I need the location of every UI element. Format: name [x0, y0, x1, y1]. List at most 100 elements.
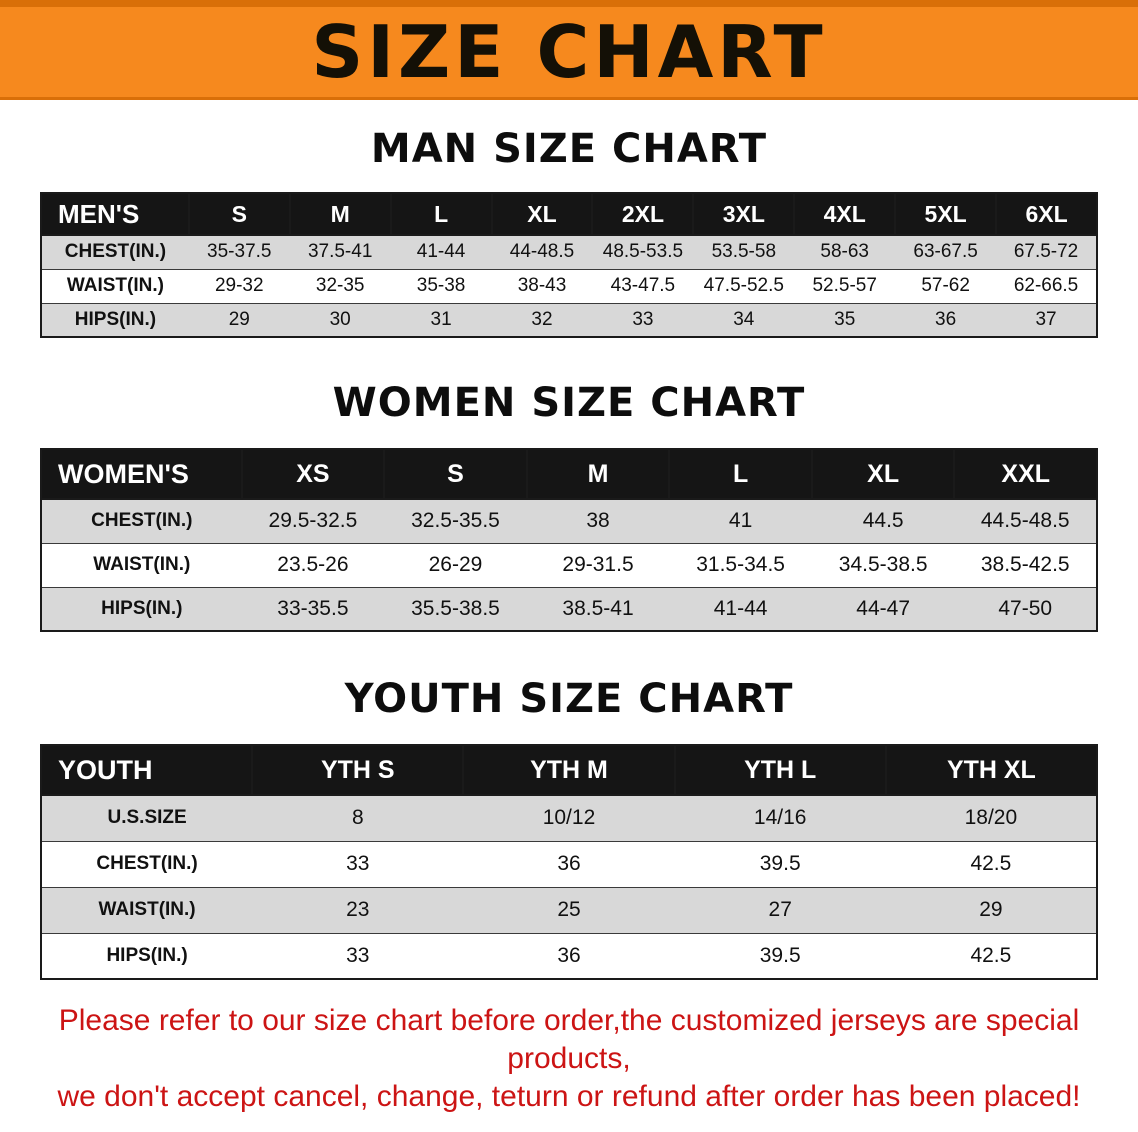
youth-size-chart-section: YOUTH SIZE CHART YOUTH YTH S YTH M YTH L YTH… [0, 632, 1138, 980]
value-cell: 35-38 [390, 268, 492, 304]
value-cell: 14/16 [674, 794, 886, 842]
row-label-cell: U.S.SIZE [41, 794, 253, 842]
table-header-row: YOUTH YTH S YTH M YTH L YTH XL [39, 744, 1099, 796]
value-cell: 58-63 [794, 234, 896, 270]
row-label-cell: WAIST(IN.) [41, 268, 189, 304]
disclaimer-text: Please refer to our size chart before or… [0, 1002, 1138, 1116]
value-cell: 41-44 [669, 586, 812, 632]
value-cell: 33-35.5 [241, 586, 385, 632]
value-cell: 67.5-72 [996, 234, 1097, 270]
size-header-cell: XXL [953, 448, 1098, 500]
table-row: HIPS(IN.) 29 30 31 32 33 34 35 36 37 [41, 302, 1097, 338]
value-cell: 39.5 [674, 932, 886, 980]
table-title-cell: MEN'S [40, 192, 190, 236]
value-cell: 38-43 [491, 268, 593, 304]
table-row: WAIST(IN.) 23 25 27 29 [41, 886, 1097, 934]
table-head: WOMEN'S XS S M L XL XXL [40, 448, 1098, 500]
table-row: WAIST(IN.) 23.5-26 26-29 29-31.5 31.5-34.5 34… [41, 542, 1097, 588]
table-row: CHEST(IN.) 29.5-32.5 32.5-35.5 38 41 44.5 44.5… [41, 498, 1097, 544]
value-cell: 36 [463, 840, 675, 888]
value-cell: 29 [885, 886, 1097, 934]
size-header-cell: 6XL [995, 192, 1098, 236]
size-header-cell: YTH XL [884, 744, 1099, 796]
value-cell: 42.5 [885, 840, 1097, 888]
table-head: MEN'S S M L XL 2XL 3XL 4XL 5XL 6XL [40, 192, 1098, 236]
value-cell: 34.5-38.5 [811, 542, 955, 588]
value-cell: 37.5-41 [289, 234, 391, 270]
size-chart-banner: SIZE CHART [0, 0, 1138, 100]
value-cell: 44-48.5 [491, 234, 593, 270]
value-cell: 63-67.5 [895, 234, 997, 270]
women-size-chart-section: WOMEN SIZE CHART WOMEN'S XS S M L XL XXL CHEST(… [0, 338, 1138, 632]
row-label-cell: HIPS(IN.) [41, 932, 253, 980]
size-header-cell: XS [240, 448, 386, 500]
value-cell: 38.5-41 [526, 586, 670, 632]
size-header-cell: 2XL [591, 192, 695, 236]
table-row: HIPS(IN.) 33-35.5 35.5-38.5 38.5-41 41-44 44-… [41, 586, 1097, 632]
value-cell: 34 [693, 302, 795, 338]
row-label-cell: CHEST(IN.) [41, 498, 242, 544]
value-cell: 10/12 [463, 794, 675, 842]
value-cell: 33 [592, 302, 694, 338]
size-header-cell: 5XL [894, 192, 998, 236]
value-cell: 27 [674, 886, 886, 934]
row-label-cell: CHEST(IN.) [41, 234, 189, 270]
value-cell: 33 [252, 840, 464, 888]
table-title-cell: WOMEN'S [40, 448, 243, 500]
size-header-cell: 4XL [793, 192, 897, 236]
women-size-table: WOMEN'S XS S M L XL XXL CHEST(IN.) 29.5-32.5 32.5… [40, 448, 1098, 632]
value-cell: 41-44 [390, 234, 492, 270]
banner-title: SIZE CHART [311, 10, 827, 94]
value-cell: 38.5-42.5 [954, 542, 1097, 588]
value-cell: 32.5-35.5 [384, 498, 527, 544]
size-header-cell: L [668, 448, 813, 500]
value-cell: 23 [252, 886, 464, 934]
value-cell: 38 [526, 498, 670, 544]
value-cell: 47.5-52.5 [693, 268, 795, 304]
size-header-cell: XL [810, 448, 956, 500]
table-row: CHEST(IN.) 33 36 39.5 42.5 [41, 840, 1097, 888]
size-header-cell: S [187, 192, 291, 236]
men-size-table: MEN'S S M L XL 2XL 3XL 4XL 5XL 6XL CHEST(IN.) 35-37… [40, 192, 1098, 338]
value-cell: 29-31.5 [526, 542, 670, 588]
table-body: CHEST(IN.) 29.5-32.5 32.5-35.5 38 41 44.5 44.5… [41, 498, 1097, 632]
men-section-heading: MAN SIZE CHART [370, 126, 768, 172]
table-header-row: WOMEN'S XS S M L XL XXL [40, 448, 1098, 500]
value-cell: 42.5 [885, 932, 1097, 980]
value-cell: 23.5-26 [241, 542, 385, 588]
value-cell: 52.5-57 [794, 268, 896, 304]
value-cell: 36 [463, 932, 675, 980]
value-cell: 29-32 [188, 268, 290, 304]
men-size-chart-section: MAN SIZE CHART MEN'S S M L XL 2XL 3XL 4XL 5XL 6XL… [0, 100, 1138, 338]
table-body: U.S.SIZE 8 10/12 14/16 18/20 CHEST(IN.) 33 36 39… [41, 794, 1097, 980]
value-cell: 37 [996, 302, 1097, 338]
value-cell: 44.5-48.5 [954, 498, 1097, 544]
row-label-cell: HIPS(IN.) [41, 302, 189, 338]
value-cell: 44-47 [811, 586, 955, 632]
value-cell: 35-37.5 [188, 234, 290, 270]
value-cell: 26-29 [384, 542, 527, 588]
value-cell: 48.5-53.5 [592, 234, 694, 270]
value-cell: 29 [188, 302, 290, 338]
value-cell: 31.5-34.5 [669, 542, 812, 588]
value-cell: 31 [390, 302, 492, 338]
disclaimer-line-2: we don't accept cancel, change, teturn o… [57, 1080, 1081, 1113]
value-cell: 35 [794, 302, 896, 338]
table-body: CHEST(IN.) 35-37.5 37.5-41 41-44 44-48.5 48.5… [41, 234, 1097, 338]
value-cell: 32-35 [289, 268, 391, 304]
value-cell: 30 [289, 302, 391, 338]
size-header-cell: M [525, 448, 671, 500]
value-cell: 36 [895, 302, 997, 338]
women-section-heading: WOMEN SIZE CHART [332, 380, 806, 426]
table-row: WAIST(IN.) 29-32 32-35 35-38 38-43 43-47.5 47.… [41, 268, 1097, 304]
table-row: CHEST(IN.) 35-37.5 37.5-41 41-44 44-48.5 48.5… [41, 234, 1097, 270]
row-label-cell: CHEST(IN.) [41, 840, 253, 888]
value-cell: 43-47.5 [592, 268, 694, 304]
value-cell: 47-50 [954, 586, 1097, 632]
size-header-cell: YTH M [462, 744, 676, 796]
value-cell: 41 [669, 498, 812, 544]
value-cell: 39.5 [674, 840, 886, 888]
youth-section-heading: YOUTH SIZE CHART [344, 676, 794, 722]
value-cell: 18/20 [885, 794, 1097, 842]
value-cell: 35.5-38.5 [384, 586, 527, 632]
